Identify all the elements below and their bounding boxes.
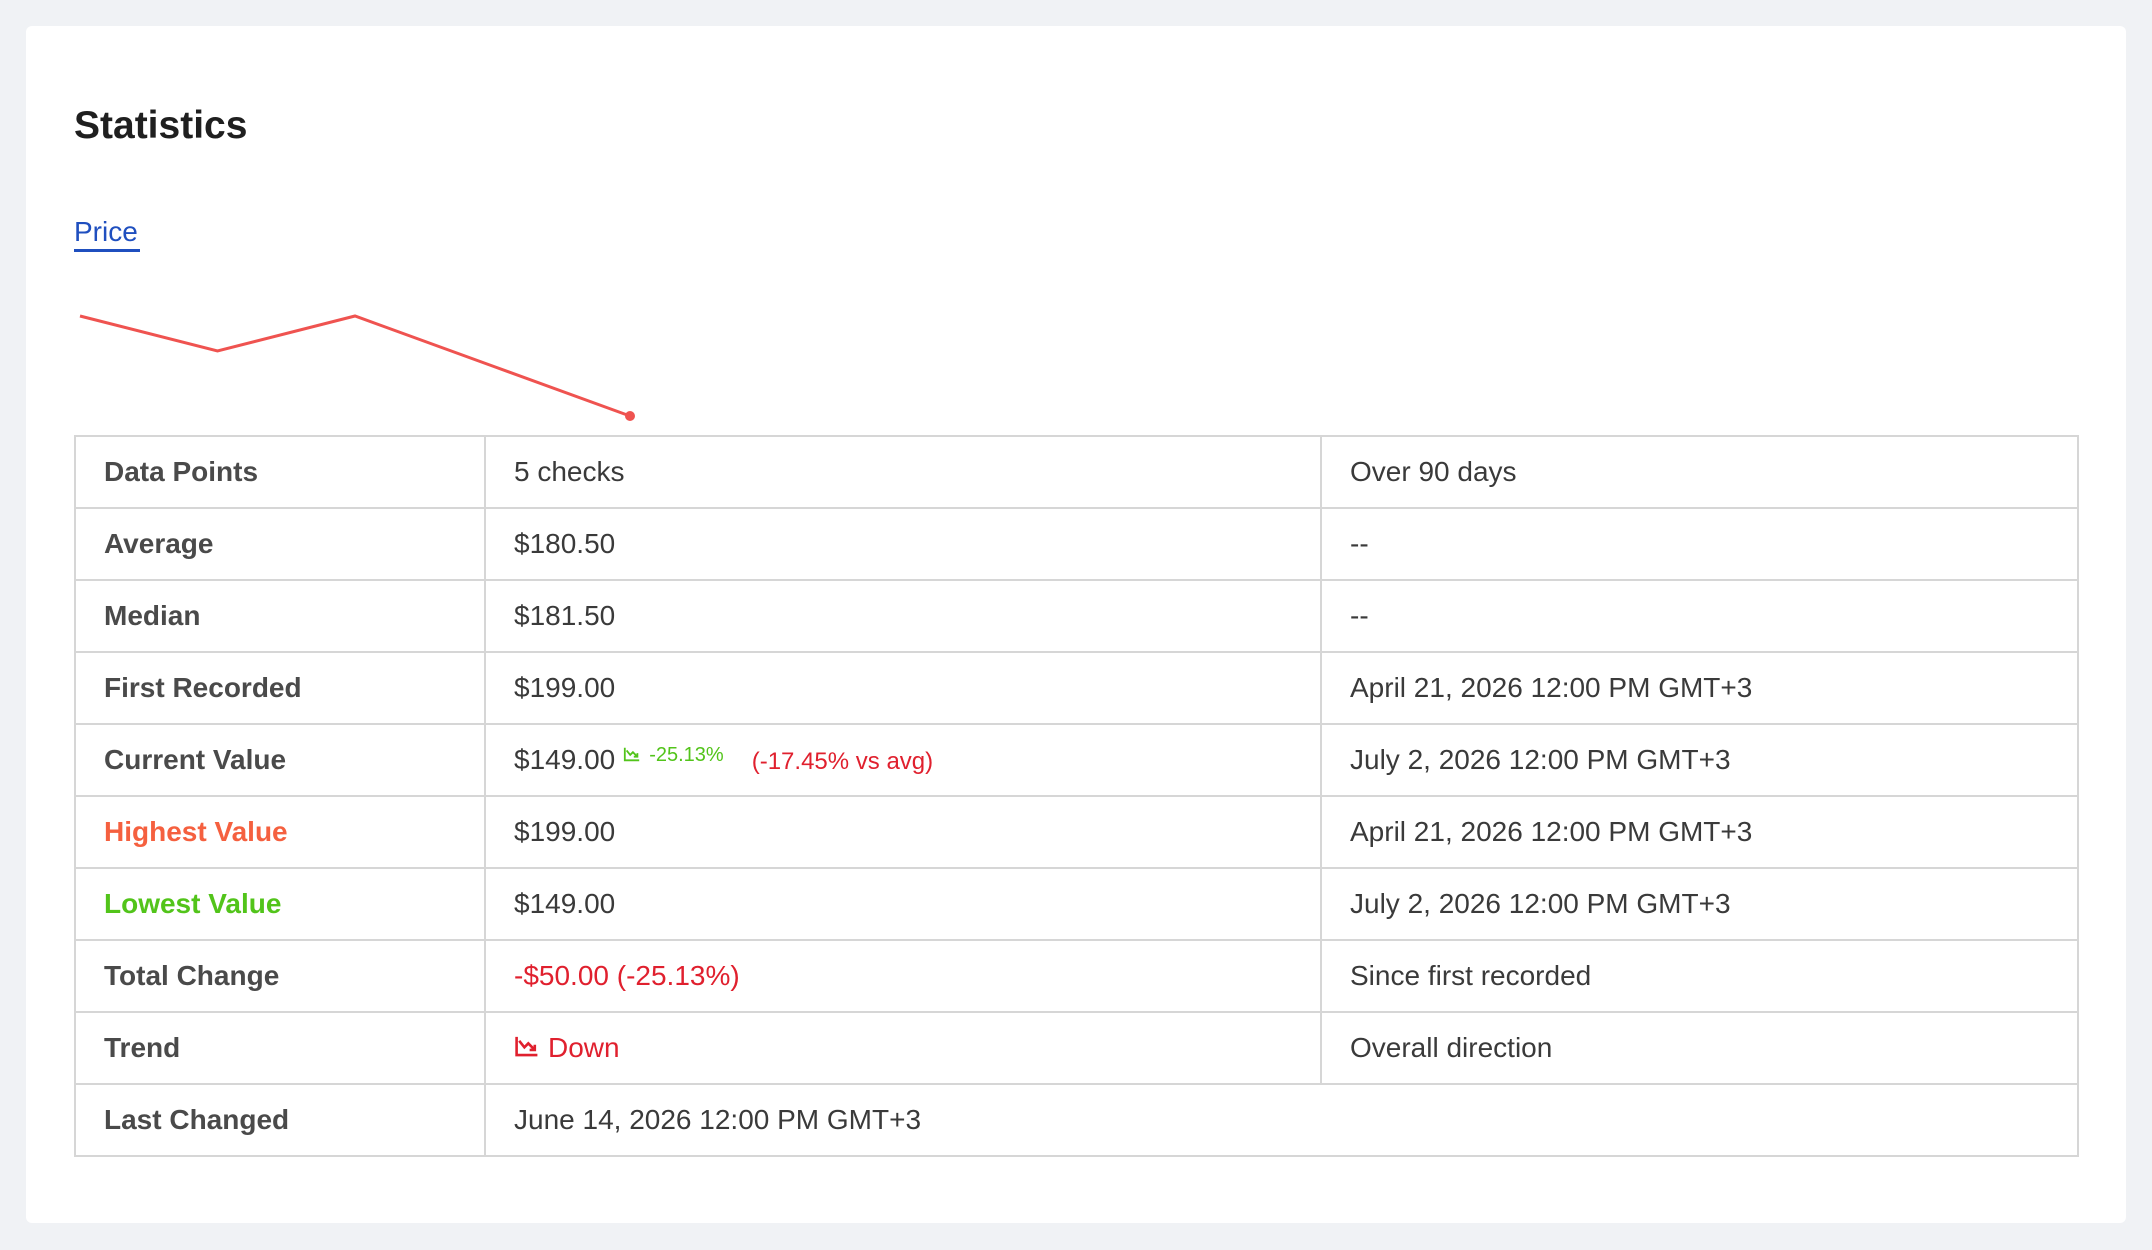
row-note: April 21, 2026 12:00 PM GMT+3 (1320, 651, 2079, 725)
row-note: July 2, 2026 12:00 PM GMT+3 (1320, 867, 2079, 941)
trend-icon (624, 747, 640, 762)
row-label: Highest Value (74, 795, 486, 869)
value-text: 5 checks (514, 456, 625, 487)
row-value: $149.00 (484, 867, 1322, 941)
stats-table: Data Points 5 checks Over 90 days Average $1… (74, 435, 2079, 1157)
row-value: $149.00 -25.13% (-17.45% vs avg) (484, 723, 1322, 797)
trend-icon-shape (515, 1036, 538, 1057)
row-label: Current Value (74, 723, 486, 797)
row-note: July 2, 2026 12:00 PM GMT+3 (1320, 723, 2079, 797)
row-value: $199.00 (484, 651, 1322, 725)
row-label: First Recorded (74, 651, 486, 725)
row-value: -$50.00 (-25.13%) (484, 939, 1322, 1013)
table-row: Lowest Value $149.00 July 2, 2026 12:00 PM… (74, 867, 2079, 941)
row-note: -- (1320, 579, 2079, 653)
statistics-card: Statistics Price Data Points 5 checks Over… (26, 26, 2126, 1223)
table-row: Last Changed June 14, 2026 12:00 PM GMT+3 (74, 1083, 2079, 1157)
tab-underline (74, 249, 140, 252)
table-row: Trend Down Overall direction (74, 1011, 2079, 1085)
sparkline (79, 314, 635, 421)
row-note: April 21, 2026 12:00 PM GMT+3 (1320, 795, 2079, 869)
row-label: Lowest Value (74, 867, 486, 941)
row-note: Overall direction (1320, 1011, 2079, 1085)
value-text: -$50.00 (-25.13%) (514, 960, 740, 991)
row-label: Median (74, 579, 486, 653)
vs-average: (-17.45% vs avg) (751, 748, 934, 775)
table-row: Average $180.50 -- (74, 507, 2079, 581)
row-value: Down (484, 1011, 1322, 1085)
table-row: Current Value $149.00 -25.13% (-17.45% vs a… (74, 723, 2079, 797)
title: Statistics (74, 104, 248, 147)
row-value: $180.50 (484, 507, 1322, 581)
row-label: Trend (74, 1011, 486, 1085)
table-row: Median $181.50 -- (74, 579, 2079, 653)
row-label: Total Change (74, 939, 486, 1013)
trend-icon-shape (624, 747, 640, 762)
row-value: $199.00 (484, 795, 1322, 869)
row-note: -- (1320, 507, 2079, 581)
sparkline-line (79, 314, 631, 418)
change-badge: -25.13% (623, 744, 724, 766)
trend-icon (515, 1036, 538, 1057)
value-text: $181.50 (514, 600, 616, 631)
value-text: Down (548, 1032, 620, 1063)
row-note: Over 90 days (1320, 435, 2079, 509)
value-text: $149.00 (514, 744, 616, 775)
value-text: June 14, 2026 12:00 PM GMT+3 (514, 1104, 922, 1135)
row-label: Last Changed (74, 1083, 486, 1157)
table-row: Data Points 5 checks Over 90 days (74, 435, 2079, 509)
row-label: Data Points (74, 435, 486, 509)
table-row: First Recorded $199.00 April 21, 2026 12:0… (74, 651, 2079, 725)
tab[interactable]: Price (74, 216, 138, 247)
value-text: $180.50 (514, 528, 616, 559)
row-value: June 14, 2026 12:00 PM GMT+3 (484, 1083, 2079, 1157)
change-text: -25.13% (649, 744, 724, 766)
table-row: Total Change -$50.00 (-25.13%) Since first… (74, 939, 2079, 1013)
row-label: Average (74, 507, 486, 581)
sparkline-end-dot (625, 411, 635, 421)
table-row: Highest Value $199.00 April 21, 2026 12:00… (74, 795, 2079, 869)
value-text: $199.00 (514, 816, 616, 847)
row-value: $181.50 (484, 579, 1322, 653)
row-value: 5 checks (484, 435, 1322, 509)
value-text: $149.00 (514, 888, 616, 919)
row-note: Since first recorded (1320, 939, 2079, 1013)
value-text: $199.00 (514, 672, 616, 703)
